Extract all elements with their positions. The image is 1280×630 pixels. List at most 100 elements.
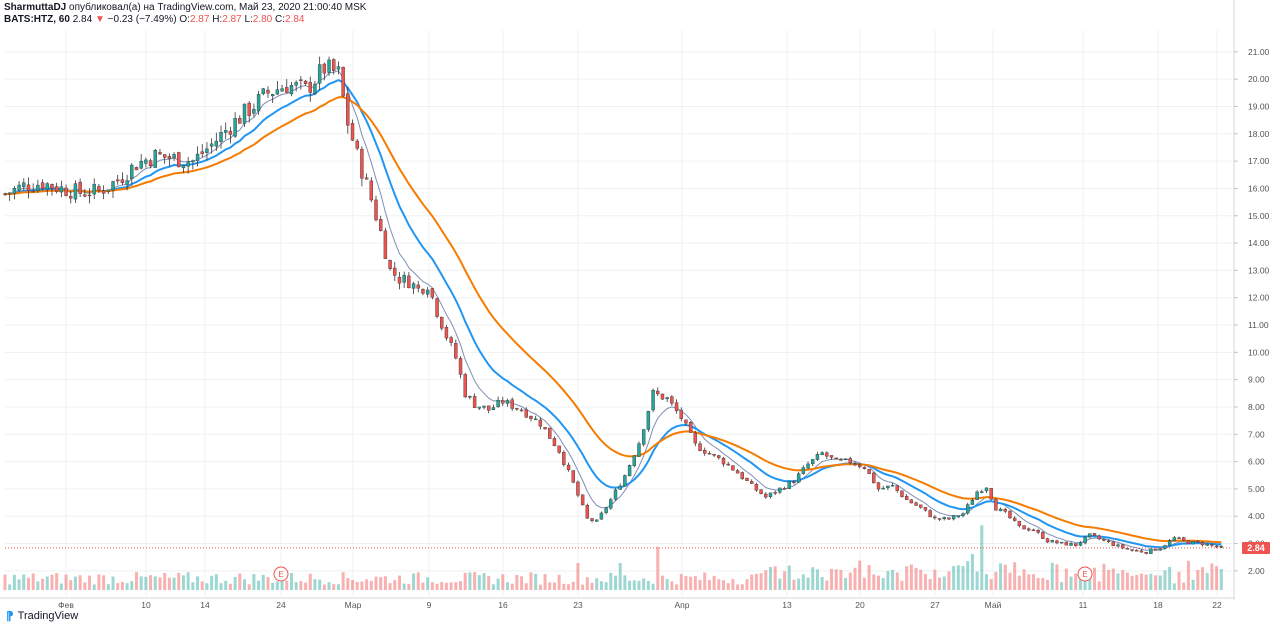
volume-bar bbox=[228, 583, 232, 590]
candle-body bbox=[1045, 538, 1050, 543]
volume-bar bbox=[1003, 564, 1007, 590]
y-tick-label: 16.00 bbox=[1248, 183, 1270, 193]
volume-bar bbox=[628, 580, 632, 590]
candle-body bbox=[294, 82, 298, 86]
medium-ma-line bbox=[4, 79, 1222, 549]
slow-ma-line bbox=[4, 96, 1222, 544]
candle-body bbox=[1003, 508, 1007, 512]
volume-bar bbox=[548, 582, 552, 590]
volume-bar bbox=[740, 584, 744, 590]
volume-bar bbox=[374, 576, 378, 590]
candle-body bbox=[205, 148, 209, 153]
y-tick-label: 20.00 bbox=[1248, 74, 1270, 84]
candle-body bbox=[961, 513, 965, 516]
volume-bar bbox=[402, 583, 406, 590]
volume-bar bbox=[660, 575, 664, 590]
candle-body bbox=[862, 467, 867, 469]
candle-body bbox=[759, 489, 763, 495]
y-tick-label: 17.00 bbox=[1248, 156, 1270, 166]
publisher-name[interactable]: SharmuttaDJ bbox=[4, 2, 67, 13]
candle-body bbox=[31, 190, 35, 193]
candle-body bbox=[153, 150, 157, 168]
candle-body bbox=[69, 195, 73, 199]
volume-bar bbox=[355, 581, 359, 590]
volume-bar bbox=[933, 569, 937, 590]
volume-bar bbox=[444, 582, 448, 590]
candle-body bbox=[186, 161, 190, 167]
candle-body bbox=[139, 160, 143, 169]
candle-body bbox=[942, 517, 946, 520]
volume-bar bbox=[26, 577, 30, 590]
candle-body bbox=[519, 409, 524, 412]
volume-bar bbox=[881, 578, 885, 590]
symbol-label[interactable]: BATS:HTZ, 60 bbox=[4, 14, 70, 25]
volume-bar bbox=[1013, 562, 1017, 590]
candle-body bbox=[397, 277, 402, 284]
volume-bar bbox=[815, 569, 819, 590]
candle-body bbox=[984, 487, 989, 492]
volume-bar bbox=[557, 574, 561, 590]
x-tick-label: Апр bbox=[675, 600, 690, 610]
candle-body bbox=[1031, 529, 1036, 532]
candle-body bbox=[1167, 540, 1172, 546]
candle-body bbox=[637, 443, 641, 457]
candle-body bbox=[247, 102, 251, 116]
candle-body bbox=[735, 470, 740, 474]
candle-body bbox=[703, 449, 707, 454]
candle-body bbox=[778, 487, 782, 493]
candle-body bbox=[881, 487, 885, 490]
candle-body bbox=[195, 153, 200, 161]
volume-bar bbox=[1219, 569, 1223, 590]
volume-bar bbox=[1064, 568, 1068, 590]
candle-body bbox=[820, 452, 824, 455]
candle-body bbox=[726, 463, 730, 466]
y-tick-label: 9.00 bbox=[1248, 375, 1265, 385]
volume-bar bbox=[55, 573, 59, 590]
volume-bar bbox=[623, 575, 627, 590]
candle-body bbox=[1106, 540, 1111, 543]
earnings-marker: E bbox=[273, 566, 289, 582]
candle-body bbox=[688, 422, 693, 433]
candle-body bbox=[998, 508, 1003, 512]
candle-body bbox=[336, 66, 341, 70]
candle-body bbox=[1135, 550, 1139, 552]
volume-bar bbox=[97, 574, 101, 590]
candle-body bbox=[571, 470, 575, 483]
brand-label[interactable]: TradingView bbox=[17, 610, 79, 622]
candle-body bbox=[764, 493, 768, 498]
volume-bar bbox=[726, 583, 730, 590]
volume-bar bbox=[412, 573, 416, 590]
volume-bar bbox=[1144, 574, 1148, 590]
candle-body bbox=[1196, 540, 1200, 543]
candle-body bbox=[425, 289, 430, 295]
candle-body bbox=[806, 463, 810, 469]
candle-body bbox=[895, 485, 899, 491]
volume-bar bbox=[379, 576, 383, 590]
candle-body bbox=[623, 475, 627, 487]
volume-bar bbox=[88, 575, 92, 590]
candle-body bbox=[200, 151, 204, 154]
volume-bar bbox=[430, 582, 434, 590]
high-label: H: bbox=[212, 14, 223, 25]
candle-body bbox=[1055, 540, 1059, 544]
volume-bar bbox=[1210, 563, 1214, 590]
candle-body bbox=[848, 458, 853, 464]
candle-body bbox=[144, 159, 148, 164]
candle-body bbox=[106, 189, 111, 192]
volume-bar bbox=[257, 580, 261, 590]
candle-body bbox=[308, 82, 312, 93]
volume-bar bbox=[289, 573, 293, 590]
volume-bar bbox=[952, 566, 956, 590]
volume-bar bbox=[806, 577, 810, 590]
candle-body bbox=[646, 410, 651, 430]
close-value: 2.84 bbox=[285, 14, 305, 25]
volume-bar bbox=[1168, 566, 1172, 590]
volume-bar bbox=[1201, 567, 1205, 590]
volume-bar bbox=[200, 581, 204, 590]
candle-body bbox=[562, 452, 566, 465]
volume-bar bbox=[477, 575, 481, 590]
candle-body bbox=[919, 504, 923, 508]
volume-bar bbox=[984, 574, 988, 590]
volume-bar bbox=[205, 583, 209, 590]
